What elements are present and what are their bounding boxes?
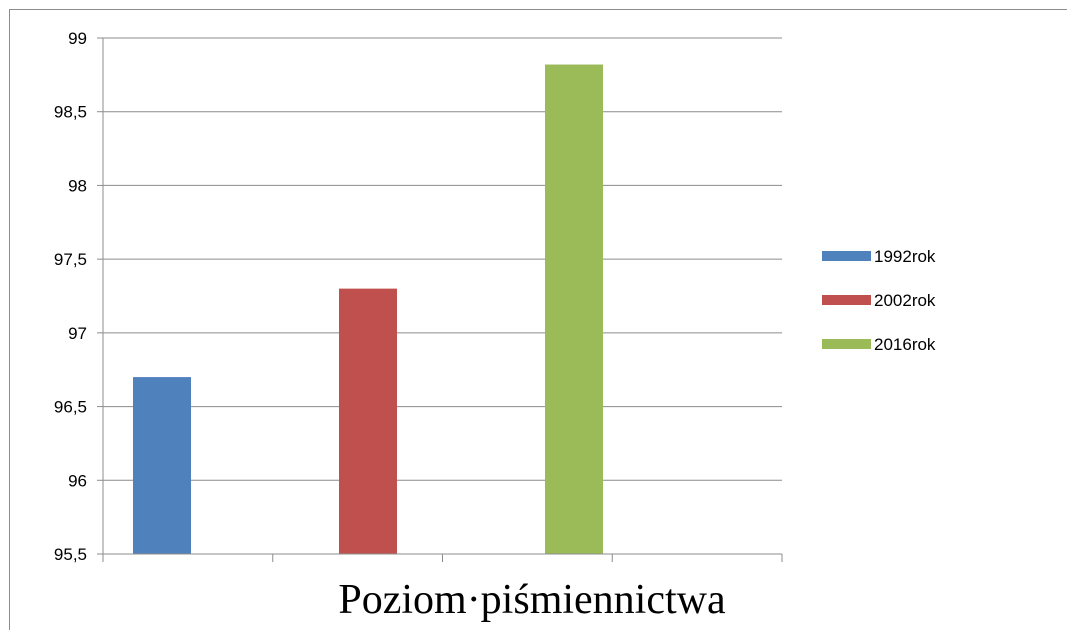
y-tick-label: 95,5 xyxy=(54,545,87,564)
y-tick-label: 96 xyxy=(68,471,87,490)
y-tick-label: 97,5 xyxy=(54,250,87,269)
y-tick-label: 99 xyxy=(68,29,87,48)
legend-swatch xyxy=(822,295,871,305)
y-tick-label: 96,5 xyxy=(54,398,87,417)
y-tick-label: 98 xyxy=(68,176,87,195)
legend-swatch xyxy=(822,251,871,261)
x-axis-label: Poziom·piśmiennictwa xyxy=(338,577,726,623)
legend-entry: 2002rok xyxy=(874,291,936,310)
bar-2016rok xyxy=(545,64,603,554)
chart-frame xyxy=(9,9,1067,630)
gridlines xyxy=(103,37,782,481)
bar-2002rok xyxy=(339,288,397,554)
y-tick-label: 97 xyxy=(68,324,87,343)
legend-swatch xyxy=(822,339,871,349)
bars xyxy=(133,64,603,554)
bar-1992rok xyxy=(133,377,191,554)
y-axis-tick-labels: 95,5 96 96,5 97 97,5 98 98,5 99 xyxy=(54,29,87,564)
y-tick-label: 98,5 xyxy=(54,103,87,122)
legend: 1992rok 2002rok 2016rok xyxy=(822,247,936,354)
legend-entry: 1992rok xyxy=(874,247,936,266)
axes xyxy=(97,37,783,562)
legend-entry: 2016rok xyxy=(874,335,936,354)
